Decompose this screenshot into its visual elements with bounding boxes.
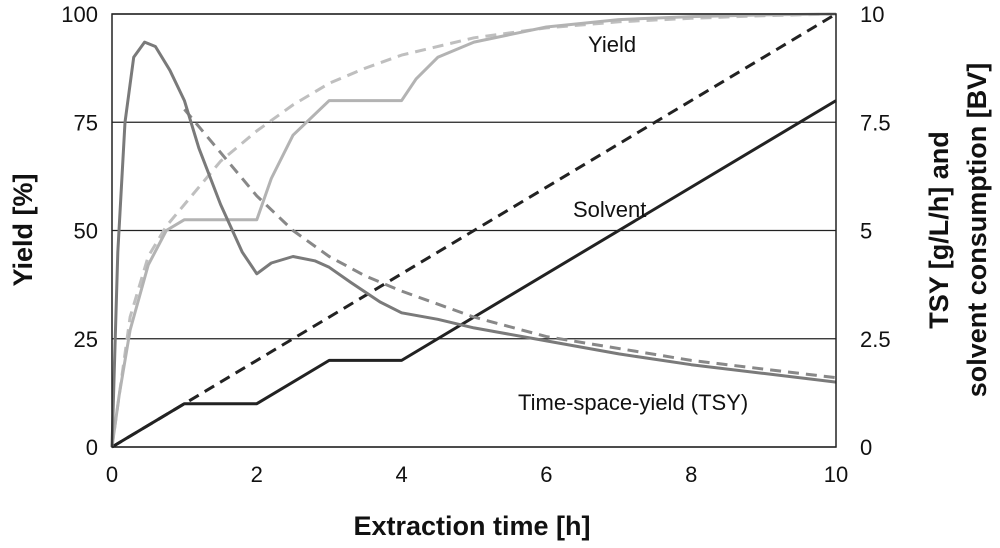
x-tick-label: 8 [685,462,697,487]
annotation-solvent: Solvent [573,197,646,222]
series-line-5 [183,108,837,380]
y-axis-right-title-line2: solvent consumption [BV] [962,63,992,398]
series-line-1 [110,12,837,448]
y-left-tick-label: 75 [74,110,98,135]
y-left-tick-label: 25 [74,327,98,352]
y-right-tick-label: 7.5 [860,110,891,135]
y-right-tick-label: 0 [860,435,872,460]
y-left-tick-label: 0 [86,435,98,460]
annotation-tsy: Time-space-yield (TSY) [518,390,748,415]
x-tick-label: 6 [540,462,552,487]
plot-frame [111,13,837,448]
series-line-2 [110,12,837,448]
y-left-tick-label: 100 [61,2,98,27]
x-tick-label: 2 [251,462,263,487]
annotation-yield: Yield [588,32,636,57]
x-axis-title: Extraction time [h] [353,511,590,541]
x-tick-label: 10 [824,462,848,487]
y-right-tick-label: 2.5 [860,327,891,352]
series-lines [110,12,837,449]
y-left-tick-label: 50 [74,219,98,244]
y-right-tick-label: 5 [860,219,872,244]
y-axis-right-title-line1: TSY [g/L/h] and [924,131,954,329]
x-tick-label: 4 [395,462,407,487]
series-line-6 [110,40,837,448]
series-line-3 [111,12,837,449]
y-right-tick-label: 10 [860,2,884,27]
x-tick-label: 0 [106,462,118,487]
y-axis-left-title: Yield [%] [8,173,38,286]
